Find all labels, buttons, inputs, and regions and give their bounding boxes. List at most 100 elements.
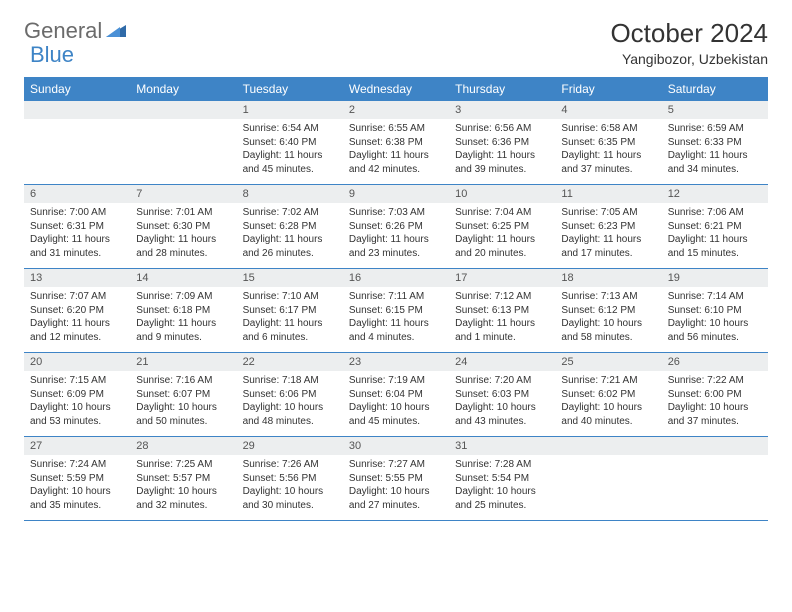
calendar-day-cell: 13Sunrise: 7:07 AMSunset: 6:20 PMDayligh… [24, 269, 130, 353]
calendar-day-cell [130, 101, 236, 185]
daylight-text: Daylight: 11 hours and 20 minutes. [455, 233, 549, 260]
sunset-text: Sunset: 6:21 PM [668, 220, 762, 234]
day-number: 12 [662, 185, 768, 203]
sunrise-text: Sunrise: 7:22 AM [668, 374, 762, 388]
daylight-text: Daylight: 11 hours and 17 minutes. [561, 233, 655, 260]
day-body: Sunrise: 7:26 AMSunset: 5:56 PMDaylight:… [237, 455, 343, 520]
sunrise-text: Sunrise: 7:28 AM [455, 458, 549, 472]
day-body: Sunrise: 7:24 AMSunset: 5:59 PMDaylight:… [24, 455, 130, 520]
day-body: Sunrise: 7:25 AMSunset: 5:57 PMDaylight:… [130, 455, 236, 520]
day-number: 24 [449, 353, 555, 371]
calendar-day-cell: 2 Sunrise: 6:55 AMSunset: 6:38 PMDaylight… [343, 101, 449, 185]
day-number: 10 [449, 185, 555, 203]
sunset-text: Sunset: 6:30 PM [136, 220, 230, 234]
day-number: 9 [343, 185, 449, 203]
daylight-text: Daylight: 11 hours and 34 minutes. [668, 149, 762, 176]
daylight-text: Daylight: 10 hours and 58 minutes. [561, 317, 655, 344]
day-number [555, 437, 661, 455]
calendar-day-cell [555, 437, 661, 521]
logo-text-blue-wrap: Blue [30, 42, 74, 68]
sunrise-text: Sunrise: 7:00 AM [30, 206, 124, 220]
title-block: October 2024 Yangibozor, Uzbekistan [610, 18, 768, 67]
day-header: Friday [555, 77, 661, 101]
sunset-text: Sunset: 6:02 PM [561, 388, 655, 402]
calendar-day-cell: 24Sunrise: 7:20 AMSunset: 6:03 PMDayligh… [449, 353, 555, 437]
day-number: 25 [555, 353, 661, 371]
sunset-text: Sunset: 5:56 PM [243, 472, 337, 486]
calendar-week-row: 6Sunrise: 7:00 AMSunset: 6:31 PMDaylight… [24, 185, 768, 269]
sunrise-text: Sunrise: 7:10 AM [243, 290, 337, 304]
calendar-day-cell: 3Sunrise: 6:56 AMSunset: 6:36 PMDaylight… [449, 101, 555, 185]
day-body [24, 119, 130, 177]
day-body: Sunrise: 7:21 AMSunset: 6:02 PMDaylight:… [555, 371, 661, 436]
sunset-text: Sunset: 6:31 PM [30, 220, 124, 234]
sunrise-text: Sunrise: 7:03 AM [349, 206, 443, 220]
day-header: Thursday [449, 77, 555, 101]
sunset-text: Sunset: 5:59 PM [30, 472, 124, 486]
sunrise-text: Sunrise: 7:11 AM [349, 290, 443, 304]
daylight-text: Daylight: 11 hours and 4 minutes. [349, 317, 443, 344]
calendar-day-cell: 18Sunrise: 7:13 AMSunset: 6:12 PMDayligh… [555, 269, 661, 353]
calendar-day-cell: 14Sunrise: 7:09 AMSunset: 6:18 PMDayligh… [130, 269, 236, 353]
sunrise-text: Sunrise: 7:06 AM [668, 206, 762, 220]
daylight-text: Daylight: 11 hours and 15 minutes. [668, 233, 762, 260]
day-body: Sunrise: 7:09 AMSunset: 6:18 PMDaylight:… [130, 287, 236, 352]
daylight-text: Daylight: 11 hours and 23 minutes. [349, 233, 443, 260]
daylight-text: Daylight: 11 hours and 26 minutes. [243, 233, 337, 260]
day-number: 11 [555, 185, 661, 203]
sunset-text: Sunset: 6:10 PM [668, 304, 762, 318]
day-number: 26 [662, 353, 768, 371]
sunset-text: Sunset: 6:23 PM [561, 220, 655, 234]
daylight-text: Daylight: 11 hours and 9 minutes. [136, 317, 230, 344]
daylight-text: Daylight: 10 hours and 43 minutes. [455, 401, 549, 428]
sunset-text: Sunset: 6:00 PM [668, 388, 762, 402]
day-number: 2 [343, 101, 449, 119]
calendar-day-cell: 27Sunrise: 7:24 AMSunset: 5:59 PMDayligh… [24, 437, 130, 521]
sunset-text: Sunset: 6:36 PM [455, 136, 549, 150]
calendar-day-cell: 5Sunrise: 6:59 AMSunset: 6:33 PMDaylight… [662, 101, 768, 185]
day-body: Sunrise: 7:22 AMSunset: 6:00 PMDaylight:… [662, 371, 768, 436]
day-body: Sunrise: 7:20 AMSunset: 6:03 PMDaylight:… [449, 371, 555, 436]
calendar-day-cell: 15Sunrise: 7:10 AMSunset: 6:17 PMDayligh… [237, 269, 343, 353]
daylight-text: Daylight: 10 hours and 56 minutes. [668, 317, 762, 344]
sunrise-text: Sunrise: 6:54 AM [243, 122, 337, 136]
day-body [555, 455, 661, 513]
sunrise-text: Sunrise: 7:25 AM [136, 458, 230, 472]
sunset-text: Sunset: 5:57 PM [136, 472, 230, 486]
day-body: Sunrise: 7:19 AMSunset: 6:04 PMDaylight:… [343, 371, 449, 436]
day-number: 18 [555, 269, 661, 287]
sunset-text: Sunset: 6:26 PM [349, 220, 443, 234]
calendar-day-cell: 28Sunrise: 7:25 AMSunset: 5:57 PMDayligh… [130, 437, 236, 521]
page-header: General October 2024 Yangibozor, Uzbekis… [24, 18, 768, 67]
day-number: 30 [343, 437, 449, 455]
page-title: October 2024 [610, 18, 768, 49]
day-body: Sunrise: 7:16 AMSunset: 6:07 PMDaylight:… [130, 371, 236, 436]
day-number [130, 101, 236, 119]
sunset-text: Sunset: 6:13 PM [455, 304, 549, 318]
calendar-day-cell: 11Sunrise: 7:05 AMSunset: 6:23 PMDayligh… [555, 185, 661, 269]
sunrise-text: Sunrise: 7:09 AM [136, 290, 230, 304]
logo-text-blue: Blue [30, 42, 74, 67]
sunrise-text: Sunrise: 6:55 AM [349, 122, 443, 136]
day-number: 29 [237, 437, 343, 455]
sunset-text: Sunset: 6:07 PM [136, 388, 230, 402]
day-number [662, 437, 768, 455]
sunset-text: Sunset: 6:25 PM [455, 220, 549, 234]
sunrise-text: Sunrise: 7:18 AM [243, 374, 337, 388]
day-body [662, 455, 768, 513]
sunset-text: Sunset: 6:38 PM [349, 136, 443, 150]
day-body: Sunrise: 7:02 AMSunset: 6:28 PMDaylight:… [237, 203, 343, 268]
sunrise-text: Sunrise: 7:12 AM [455, 290, 549, 304]
day-body: Sunrise: 7:03 AMSunset: 6:26 PMDaylight:… [343, 203, 449, 268]
calendar-day-cell: 10Sunrise: 7:04 AMSunset: 6:25 PMDayligh… [449, 185, 555, 269]
daylight-text: Daylight: 11 hours and 42 minutes. [349, 149, 443, 176]
calendar-day-cell [662, 437, 768, 521]
day-body: Sunrise: 7:06 AMSunset: 6:21 PMDaylight:… [662, 203, 768, 268]
day-number: 7 [130, 185, 236, 203]
day-number: 23 [343, 353, 449, 371]
day-header: Monday [130, 77, 236, 101]
day-body: Sunrise: 7:18 AMSunset: 6:06 PMDaylight:… [237, 371, 343, 436]
daylight-text: Daylight: 10 hours and 48 minutes. [243, 401, 337, 428]
day-header-row: SundayMondayTuesdayWednesdayThursdayFrid… [24, 77, 768, 101]
daylight-text: Daylight: 10 hours and 45 minutes. [349, 401, 443, 428]
